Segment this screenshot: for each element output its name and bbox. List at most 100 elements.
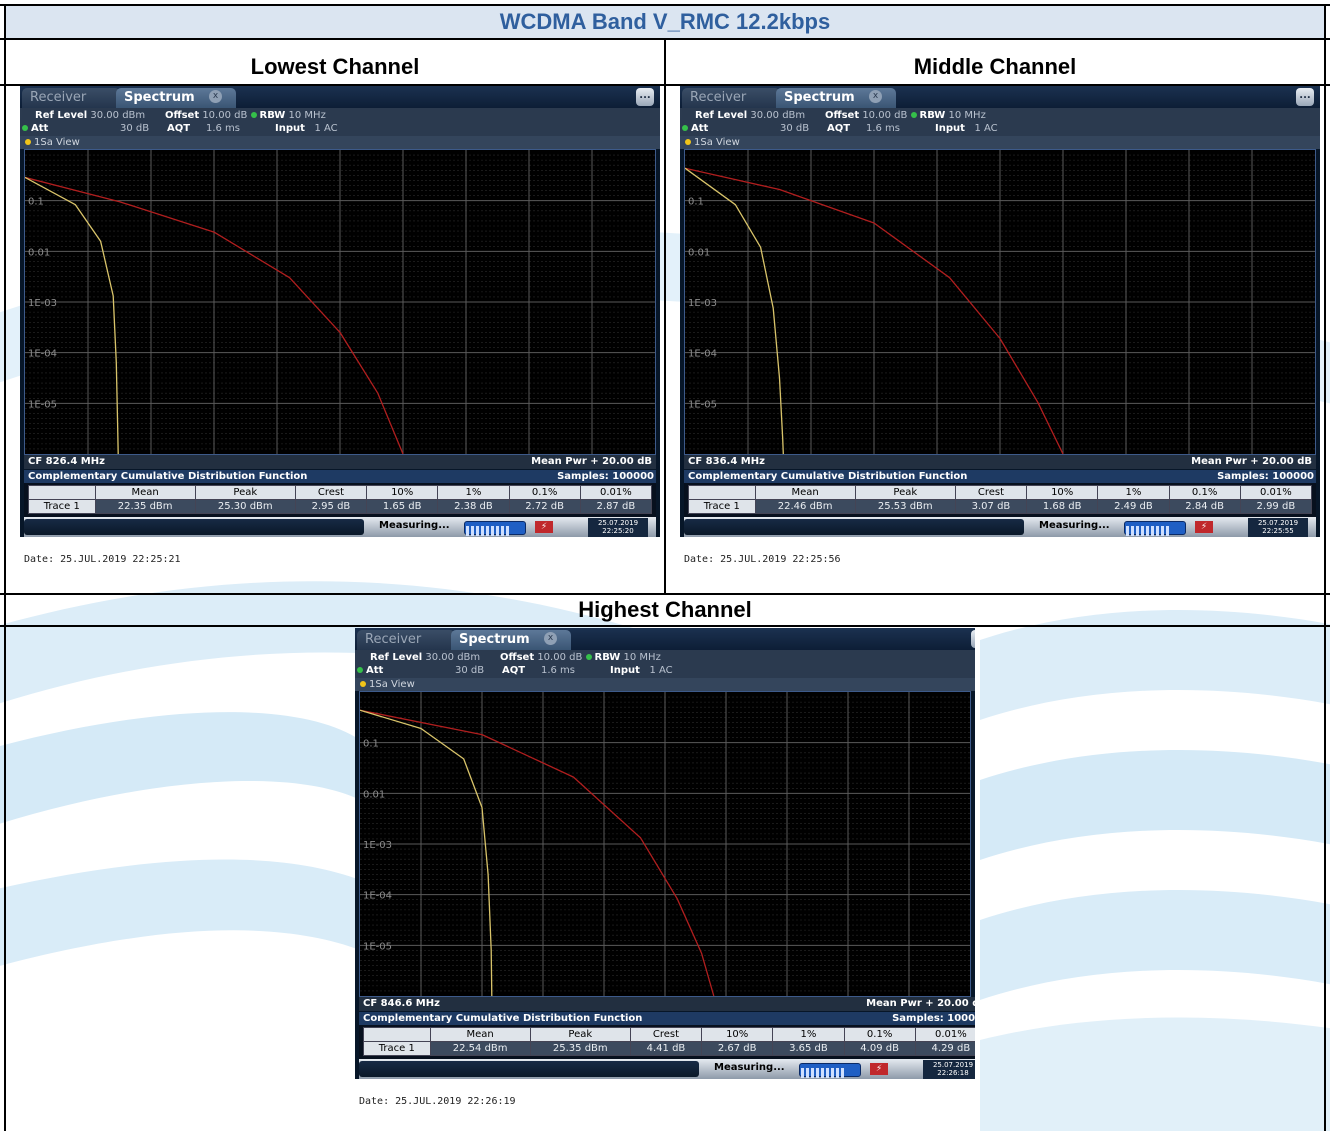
- date-line: Date: 25.JUL.2019 22:25:21: [20, 537, 660, 576]
- reference-gaussian-trace: [685, 167, 1064, 454]
- att-value: 30 dB: [455, 665, 485, 676]
- y-axis-label: 0.01: [28, 247, 50, 258]
- table-header: Crest: [954, 485, 1028, 500]
- table-cell: 25.53 dBm: [854, 499, 956, 514]
- table-cell: 2.87 dB: [579, 499, 653, 514]
- y-axis-label: 0.01: [688, 247, 710, 258]
- settings-panel: Ref Level 30.00 dBm Offset 10.00 dB RBW …: [20, 108, 660, 136]
- menu-icon[interactable]: ...: [1296, 88, 1314, 106]
- y-axis-label: 0.1: [28, 197, 44, 208]
- table-cell: 4.41 dB: [629, 1041, 703, 1056]
- cell-title-lowest: Lowest Channel: [250, 54, 420, 79]
- view-label: 1Sa View: [680, 136, 1320, 149]
- ccdf-plot-svg: 0.1 0.01 1E-03 1E-04 1E-05: [685, 150, 1315, 454]
- status-datetime: 25.07.2019 22:25:55: [1248, 518, 1308, 537]
- mean-power-offset: Mean Pwr + 20.00 dB: [531, 456, 652, 467]
- table-corner: [688, 485, 756, 500]
- trace-dot-icon: [25, 139, 31, 145]
- tab-receiver[interactable]: Receiver: [22, 88, 120, 108]
- view-label: 1Sa View: [355, 678, 975, 691]
- y-axis-label: 0.1: [363, 739, 379, 750]
- view-label: 1Sa View: [20, 136, 660, 149]
- offset: Offset 10.00 dB RBW 10 MHz: [165, 110, 326, 121]
- samples-count: Samples: 100000: [892, 1013, 975, 1024]
- date-line: Date: 25.JUL.2019 22:26:19: [355, 1079, 975, 1118]
- ccdf-title-bar: Complementary Cumulative Distribution Fu…: [359, 1012, 975, 1025]
- input: Input 1 AC: [275, 123, 338, 134]
- close-icon[interactable]: x: [869, 90, 882, 103]
- measured-ccdf-trace: [25, 176, 119, 454]
- status-message-area: [684, 519, 1024, 535]
- settings-panel: Ref Level 30.00 dBm Offset 10.00 dB RBW …: [355, 650, 975, 678]
- measured-ccdf-trace: [360, 709, 493, 996]
- tab-receiver[interactable]: Receiver: [357, 630, 455, 650]
- status-message-area: [359, 1061, 699, 1077]
- offset: Offset 10.00 dB RBW 10 MHz: [500, 652, 661, 663]
- status-dot-icon: [682, 125, 688, 131]
- table-header: 1%: [437, 485, 510, 500]
- status-dot-icon: [585, 654, 592, 660]
- menu-icon[interactable]: ...: [971, 630, 975, 648]
- ccdf-plot-svg: 0.1 0.01 1E-03 1E-04 1E-05: [360, 692, 970, 996]
- plot-footer: CF 836.4 MHz Mean Pwr + 20.00 dB: [684, 455, 1316, 469]
- ccdf-title: Complementary Cumulative Distribution Fu…: [688, 471, 968, 482]
- y-axis-label: 1E-04: [688, 349, 717, 360]
- center-frequency: CF 846.6 MHz: [363, 998, 440, 1009]
- remote-icon: ⚡: [1195, 521, 1213, 533]
- y-axis-label: 1E-05: [28, 399, 57, 410]
- status-datetime: 25.07.2019 22:26:18: [923, 1060, 975, 1079]
- measuring-status: Measuring...: [1039, 520, 1110, 531]
- settings-panel: Ref Level 30.00 dBm Offset 10.00 dB RBW …: [680, 108, 1320, 136]
- page-title: WCDMA Band V_RMC 12.2kbps: [6, 6, 1324, 38]
- measuring-status: Measuring...: [714, 1062, 785, 1073]
- ccdf-result-table: Mean Peak Crest 10% 1% 0.1% 0.01% Trace 1 22.46…: [684, 483, 1316, 517]
- analyzer-screenshot-highest: Receiver Spectrum x ... Ref Level 30.00 …: [355, 628, 975, 1118]
- table-cell: 4.29 dB: [914, 1041, 975, 1056]
- att-value: 30 dB: [120, 123, 150, 134]
- table-corner: [363, 1027, 431, 1042]
- table-border: [0, 625, 1330, 627]
- remote-icon: ⚡: [535, 521, 553, 533]
- ccdf-plot: 0.1 0.01 1E-03 1E-04 1E-05: [684, 149, 1316, 455]
- y-axis-label: 1E-05: [688, 399, 717, 410]
- trace-dot-icon: [360, 681, 366, 687]
- close-icon[interactable]: x: [544, 632, 557, 645]
- table-cell: 4.09 dB: [843, 1041, 916, 1056]
- tab-spectrum[interactable]: Spectrum: [451, 630, 571, 650]
- mean-power-offset: Mean Pwr + 20.00 dB: [866, 998, 975, 1009]
- ref-level: Ref Level 30.00 dBm: [370, 652, 481, 663]
- progress-indicator: [799, 1063, 861, 1078]
- ref-level: Ref Level 30.00 dBm: [695, 110, 806, 121]
- ccdf-plot: 0.1 0.01 1E-03 1E-04 1E-05: [24, 149, 656, 455]
- table-border-right: [1324, 4, 1326, 1131]
- att: Att: [22, 123, 48, 134]
- ccdf-title-bar: Complementary Cumulative Distribution Fu…: [24, 470, 656, 483]
- center-frequency: CF 836.4 MHz: [688, 456, 765, 467]
- ccdf-plot-svg: 0.1 0.01 1E-03 1E-04 1E-05: [25, 150, 655, 454]
- close-icon[interactable]: x: [209, 90, 222, 103]
- status-dot-icon: [22, 125, 28, 131]
- trace-label: Trace 1: [363, 1041, 431, 1056]
- tab-spectrum[interactable]: Spectrum: [116, 88, 236, 108]
- table-cell: 2.49 dB: [1097, 499, 1170, 514]
- measuring-status: Measuring...: [379, 520, 450, 531]
- y-axis-label: 0.01: [363, 789, 385, 800]
- trace-label: Trace 1: [688, 499, 756, 514]
- plot-footer: CF 826.4 MHz Mean Pwr + 20.00 dB: [24, 455, 656, 469]
- table-header: Peak: [854, 485, 956, 500]
- tab-receiver[interactable]: Receiver: [682, 88, 780, 108]
- status-dot-icon: [910, 112, 917, 118]
- tab-bar: Receiver Spectrum x ...: [20, 86, 660, 108]
- table-cell: 2.99 dB: [1239, 499, 1313, 514]
- y-axis-label: 1E-05: [363, 941, 392, 952]
- ccdf-result-table: Mean Peak Crest 10% 1% 0.1% 0.01% Trace 1 22.35…: [24, 483, 656, 517]
- table-header: Peak: [529, 1027, 631, 1042]
- tab-spectrum[interactable]: Spectrum: [776, 88, 896, 108]
- analyzer-screenshot-middle: Receiver Spectrum x ... Ref Level 30.00 …: [680, 86, 1320, 576]
- att-value: 30 dB: [780, 123, 810, 134]
- menu-icon[interactable]: ...: [636, 88, 654, 106]
- samples-count: Samples: 100000: [1217, 471, 1314, 482]
- table-header: 0.01%: [1239, 485, 1313, 500]
- ccdf-plot: 0.1 0.01 1E-03 1E-04 1E-05: [359, 691, 971, 997]
- ref-level: Ref Level 30.00 dBm: [35, 110, 146, 121]
